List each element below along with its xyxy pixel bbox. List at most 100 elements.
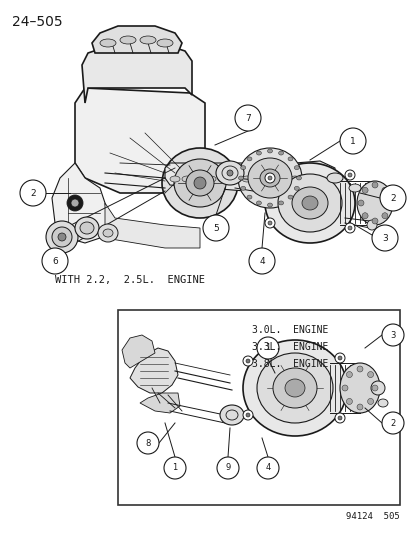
Ellipse shape (254, 176, 263, 182)
Ellipse shape (194, 177, 206, 189)
Ellipse shape (245, 413, 249, 417)
Circle shape (339, 128, 365, 154)
Ellipse shape (185, 170, 214, 196)
Text: 3.3L.  ENGINE: 3.3L. ENGINE (252, 342, 328, 352)
Polygon shape (122, 335, 154, 368)
Text: 24–505: 24–505 (12, 15, 62, 29)
Text: 94124  505: 94124 505 (345, 512, 399, 521)
Circle shape (256, 337, 278, 359)
Ellipse shape (247, 157, 252, 161)
Circle shape (216, 457, 238, 479)
Ellipse shape (259, 169, 279, 187)
Ellipse shape (238, 176, 243, 180)
Ellipse shape (140, 36, 156, 44)
Ellipse shape (370, 381, 384, 395)
Ellipse shape (381, 187, 387, 193)
Ellipse shape (242, 356, 252, 366)
Polygon shape (75, 88, 204, 193)
Ellipse shape (240, 187, 245, 190)
Ellipse shape (357, 200, 363, 206)
Ellipse shape (98, 224, 118, 242)
Ellipse shape (242, 176, 252, 182)
Ellipse shape (216, 161, 243, 185)
Ellipse shape (381, 213, 387, 219)
Ellipse shape (52, 227, 72, 247)
Text: 3.8L.  ENGINE: 3.8L. ENGINE (252, 359, 328, 369)
Ellipse shape (242, 340, 346, 436)
Ellipse shape (80, 222, 94, 234)
Ellipse shape (291, 187, 327, 219)
Ellipse shape (371, 218, 377, 224)
Ellipse shape (219, 405, 243, 425)
Ellipse shape (361, 213, 367, 219)
Ellipse shape (284, 379, 304, 397)
Polygon shape (105, 203, 199, 248)
Ellipse shape (377, 399, 387, 407)
Ellipse shape (278, 201, 283, 205)
Ellipse shape (67, 195, 83, 211)
Ellipse shape (100, 39, 116, 47)
Polygon shape (165, 161, 334, 195)
Circle shape (137, 432, 159, 454)
Ellipse shape (264, 163, 354, 243)
Ellipse shape (75, 217, 99, 239)
Ellipse shape (367, 399, 373, 405)
Ellipse shape (301, 176, 311, 182)
Polygon shape (52, 163, 108, 243)
Ellipse shape (361, 187, 367, 193)
Ellipse shape (242, 410, 252, 420)
Circle shape (381, 324, 403, 346)
Ellipse shape (267, 176, 271, 180)
Ellipse shape (371, 385, 377, 391)
Ellipse shape (346, 399, 351, 405)
Ellipse shape (371, 182, 377, 188)
Ellipse shape (256, 353, 332, 423)
Ellipse shape (278, 151, 283, 155)
Ellipse shape (245, 359, 249, 363)
Ellipse shape (344, 170, 354, 180)
Ellipse shape (272, 368, 316, 408)
Circle shape (256, 457, 278, 479)
Text: 2: 2 (389, 418, 395, 427)
Ellipse shape (256, 151, 261, 155)
Ellipse shape (247, 158, 291, 198)
Text: 7: 7 (244, 114, 250, 123)
Ellipse shape (301, 196, 317, 210)
Text: 3: 3 (389, 330, 395, 340)
Ellipse shape (339, 363, 379, 413)
Ellipse shape (287, 195, 292, 199)
Ellipse shape (294, 166, 299, 169)
Ellipse shape (58, 233, 66, 241)
Ellipse shape (337, 356, 341, 360)
Ellipse shape (206, 176, 216, 182)
Ellipse shape (334, 353, 344, 363)
Ellipse shape (347, 226, 351, 230)
Ellipse shape (367, 372, 373, 377)
Ellipse shape (103, 229, 113, 237)
Ellipse shape (267, 221, 271, 225)
Ellipse shape (337, 416, 341, 420)
Ellipse shape (289, 176, 299, 182)
Circle shape (164, 457, 185, 479)
Ellipse shape (326, 173, 342, 183)
Text: 1: 1 (265, 343, 270, 352)
Ellipse shape (194, 176, 204, 182)
Ellipse shape (277, 174, 341, 232)
Text: 8: 8 (145, 439, 150, 448)
Ellipse shape (46, 221, 78, 253)
Circle shape (42, 248, 68, 274)
Polygon shape (82, 43, 192, 103)
Ellipse shape (347, 173, 351, 177)
Polygon shape (130, 348, 178, 393)
Text: 3: 3 (381, 233, 387, 243)
Ellipse shape (240, 166, 245, 169)
Ellipse shape (277, 176, 287, 182)
Ellipse shape (294, 187, 299, 190)
Bar (118, 310, 399, 505)
Ellipse shape (173, 159, 225, 207)
Ellipse shape (385, 200, 391, 206)
Ellipse shape (71, 199, 79, 207)
Text: 4: 4 (265, 464, 270, 472)
Text: WITH 2.2,  2.5L.  ENGINE: WITH 2.2, 2.5L. ENGINE (55, 275, 204, 285)
Text: 3.0L.  ENGINE: 3.0L. ENGINE (252, 325, 328, 335)
